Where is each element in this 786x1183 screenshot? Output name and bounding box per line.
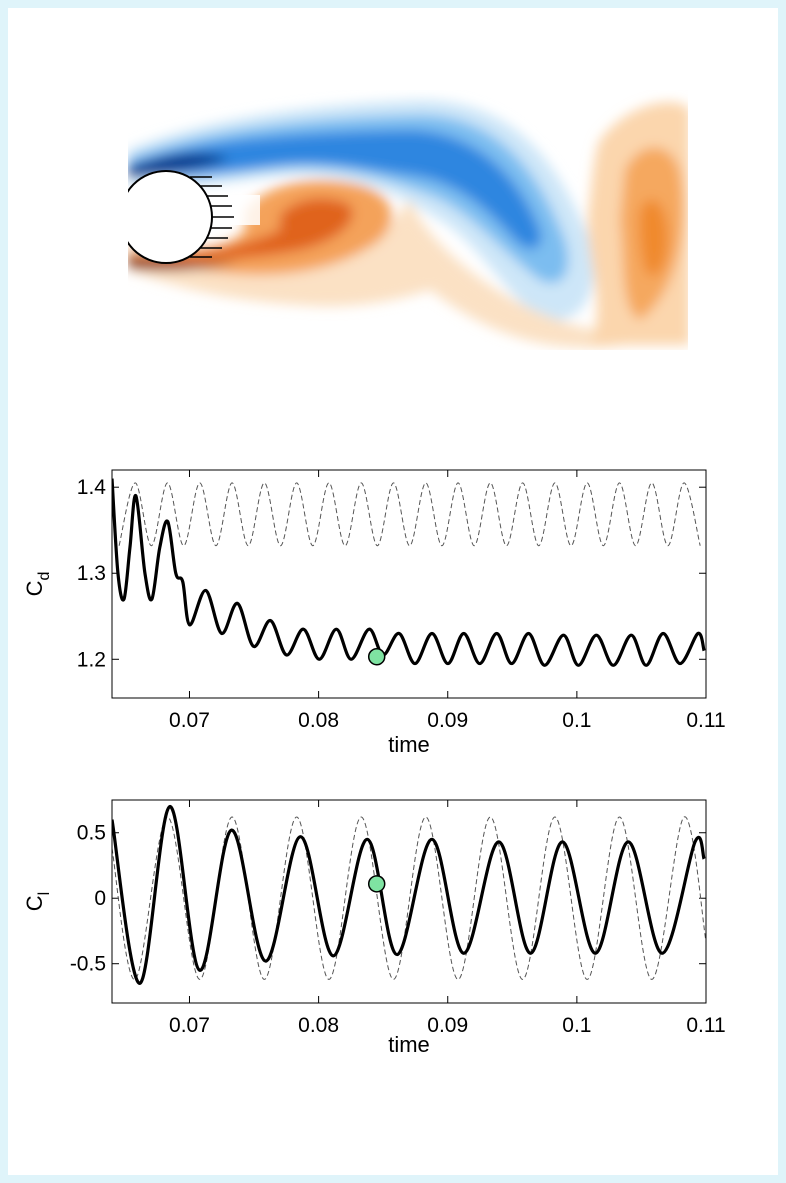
data-line xyxy=(112,478,706,667)
x-tick-label: 0.1 xyxy=(562,1014,591,1037)
x-tick-label: 0.09 xyxy=(427,709,468,732)
x-tick-label: 0.11 xyxy=(686,709,725,732)
y-tick-label: 1.2 xyxy=(77,648,106,671)
plot-area xyxy=(112,804,706,985)
x-axis-label: time xyxy=(388,732,430,757)
axes-box xyxy=(111,469,707,699)
marker xyxy=(367,875,386,893)
x-tick-label: 0.11 xyxy=(686,1014,725,1037)
flow-field xyxy=(128,100,688,349)
y-tick-label: 0 xyxy=(94,887,106,910)
y-axis-label-main: C xyxy=(22,895,47,911)
x-tick-label: 0.08 xyxy=(298,709,339,732)
y-axis-label-subscript: l xyxy=(36,892,53,896)
x-tick-label: 0.1 xyxy=(562,709,591,732)
chart: 0.07 0.08 0.09 0.1 0.11 -0.5 0 0.5 time Cl xyxy=(22,799,726,1057)
marker xyxy=(367,647,386,666)
data-line xyxy=(118,482,701,547)
x-tick-label: 0.07 xyxy=(169,709,210,732)
x-tick-label: 0.07 xyxy=(169,1014,210,1037)
axes-box xyxy=(111,799,707,1004)
y-axis-label: Cl xyxy=(22,892,53,911)
y-axis-label-subscript: d xyxy=(36,572,53,581)
x-tick-label: 0.09 xyxy=(427,1014,468,1037)
data-line xyxy=(112,804,706,985)
x-axis-label: time xyxy=(388,1032,430,1057)
x-tick-label: 0.08 xyxy=(298,1014,339,1037)
y-tick-label: 1.3 xyxy=(77,562,106,585)
chart: 0.07 0.08 0.09 0.1 0.11 1.2 1.3 1.4 time Cd xyxy=(22,469,726,757)
data-line xyxy=(112,816,706,980)
y-tick-label: 0.5 xyxy=(77,822,106,845)
y-axis-label-main: C xyxy=(22,580,47,596)
y-axis-label: Cd xyxy=(22,572,53,597)
y-tick-label: 1.4 xyxy=(77,476,107,499)
plot-area xyxy=(112,478,706,667)
y-tick-label: -0.5 xyxy=(70,953,106,976)
